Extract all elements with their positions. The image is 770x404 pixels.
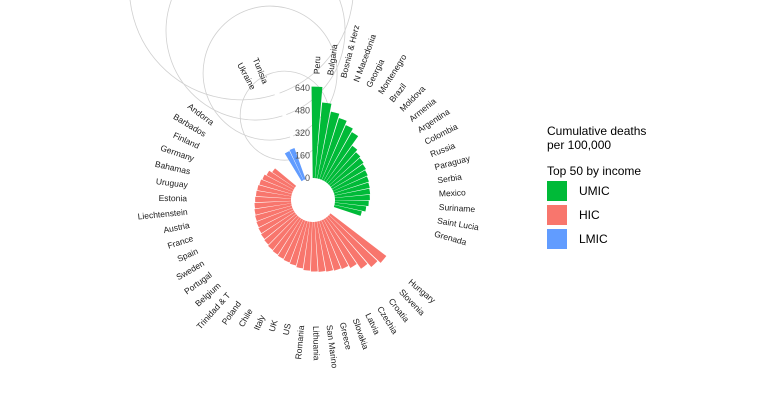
- grid-circle: [129, 0, 354, 101]
- grid-circle: [165, 0, 346, 121]
- bar-france: [255, 205, 293, 222]
- y-tick-label: 640: [295, 83, 310, 93]
- legend-swatch-umic: [547, 181, 567, 201]
- bar-colombia: [332, 170, 368, 191]
- category-label: US: [281, 322, 293, 336]
- bar-argentina: [330, 164, 366, 189]
- bar-slovenia: [327, 215, 378, 267]
- bar-poland: [272, 217, 302, 255]
- bar-peru: [311, 86, 323, 179]
- legend-label: HIC: [579, 208, 600, 222]
- bar-greece: [317, 221, 334, 272]
- category-label: Uruguay: [155, 176, 189, 190]
- grid-circle: [239, 70, 330, 161]
- bar-slovakia: [319, 220, 341, 271]
- grid: [129, 0, 354, 161]
- bar-liechtenstein: [254, 201, 292, 209]
- bar-moldova: [327, 152, 361, 186]
- legend-label: UMIC: [579, 184, 610, 198]
- bar-saint-lucia: [334, 202, 367, 212]
- legend-item-lmic: LMIC: [547, 228, 667, 250]
- category-label: Grenada: [433, 229, 468, 248]
- bar-sweden: [258, 210, 295, 234]
- legend-label: LMIC: [579, 232, 608, 246]
- bar-ukraine: [284, 151, 304, 182]
- grid-circle: [202, 5, 338, 141]
- bar-paraguay: [333, 182, 370, 196]
- bar-bahamas: [257, 184, 292, 197]
- bar-lithuania: [310, 221, 318, 272]
- bar-belgium: [264, 213, 298, 245]
- category-label: Romania: [293, 325, 306, 360]
- bar-mexico: [334, 194, 370, 201]
- category-label: UK: [267, 318, 280, 333]
- bar-montenegro: [323, 132, 359, 183]
- legend-subtitle: Top 50 by income: [547, 164, 642, 178]
- category-label: Mexico: [439, 187, 467, 198]
- category-label: Estonia: [159, 193, 188, 203]
- bar-chile: [277, 218, 304, 259]
- bar-italy: [283, 219, 306, 263]
- bar-serbia: [334, 188, 371, 198]
- bar-trinidad-t: [268, 215, 300, 250]
- bar-spain: [256, 207, 294, 228]
- bar-hungary: [329, 213, 387, 263]
- bar-croatia: [325, 216, 368, 269]
- bar-finland: [262, 174, 294, 192]
- bar-armenia: [329, 158, 364, 187]
- bar-tunisia: [289, 148, 306, 181]
- category-label: Bulgaria: [325, 43, 339, 76]
- y-tick-label: 0: [305, 173, 310, 183]
- legend-item-umic: UMIC: [547, 180, 667, 202]
- category-label: Austria: [163, 220, 191, 235]
- legend-item-hic: HIC: [547, 204, 667, 226]
- bar-russia: [333, 176, 369, 194]
- y-tick-label: 320: [295, 128, 310, 138]
- bar-portugal: [261, 212, 296, 240]
- bar-bosnia-herz: [317, 111, 340, 179]
- category-label: Italy: [252, 313, 268, 332]
- category-label: Lithuania: [311, 326, 322, 361]
- legend-swatch-lmic: [547, 229, 567, 249]
- bar-czechia: [323, 218, 357, 268]
- category-label: Suriname: [439, 202, 476, 214]
- bar-uruguay: [255, 190, 292, 199]
- y-ticks: 160 320 480 640 0: [295, 83, 310, 183]
- bar-austria: [254, 203, 292, 215]
- bar-grenada: [333, 204, 362, 216]
- bar-latvia: [321, 219, 349, 269]
- category-label: Liechtenstein: [137, 207, 188, 222]
- category-label: Serbia: [437, 172, 463, 186]
- category-label: Bahamas: [154, 159, 191, 177]
- legend: Cumulative deaths per 100,000 Top 50 by …: [547, 124, 667, 250]
- legend-swatch-hic: [547, 205, 567, 225]
- y-tick-label: 480: [295, 106, 310, 116]
- bar-us: [296, 221, 310, 269]
- bar-germany: [259, 179, 293, 194]
- bar-bulgaria: [315, 102, 332, 179]
- category-label: Greece: [338, 321, 354, 351]
- category-label: Peru: [312, 56, 323, 75]
- legend-title: Cumulative deaths per 100,000: [547, 124, 647, 152]
- bar-georgia: [321, 125, 353, 181]
- bar-brazil: [325, 145, 358, 184]
- category-label: San Marino: [324, 324, 339, 369]
- bar-barbados: [266, 170, 295, 190]
- y-tick-label: 160: [295, 151, 310, 161]
- bar-n-macedonia: [319, 118, 347, 180]
- bar-uk: [289, 220, 308, 266]
- bar-suriname: [334, 200, 369, 207]
- bar-estonia: [255, 196, 292, 203]
- bar-andorra: [272, 168, 297, 188]
- bar-san-marino: [314, 221, 326, 272]
- bar-romania: [303, 221, 313, 271]
- bars: [254, 86, 387, 272]
